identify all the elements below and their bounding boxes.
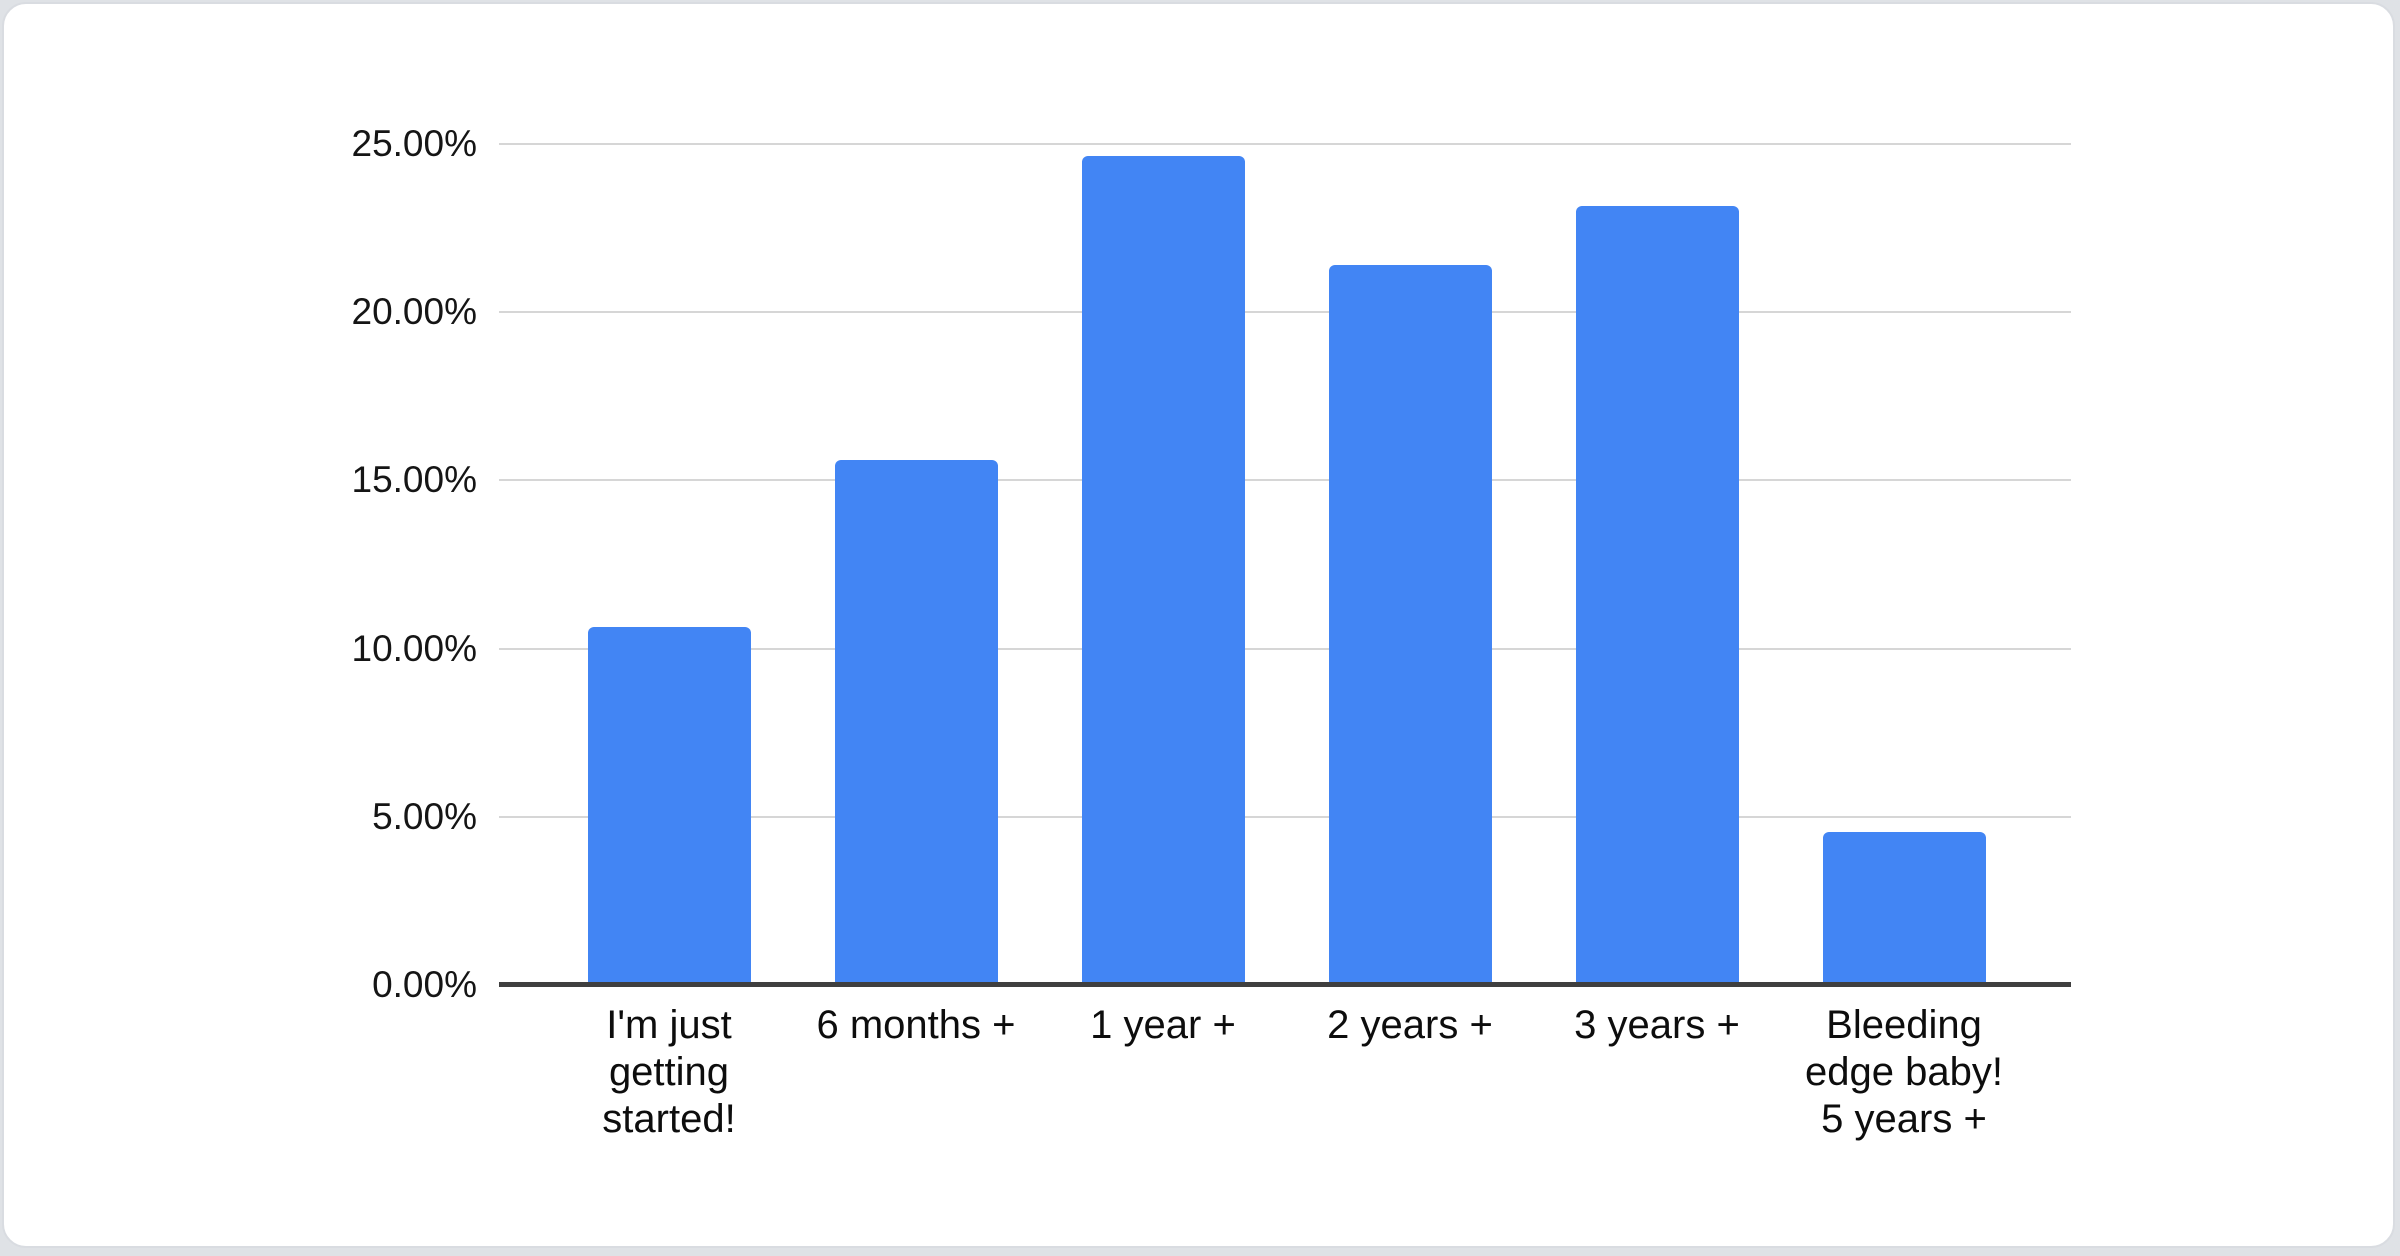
x-axis-category-label-line: 2 years +: [1327, 1003, 1493, 1047]
chart-plot-area: 25.00% 20.00% 15.00% 10.00% 5.00% 0.00% I'm j…: [352, 124, 2071, 1141]
y-axis-tick-label: 20.00%: [351, 291, 478, 332]
gridline: [499, 648, 2071, 650]
x-axis-category-label-line: edge baby!: [1805, 1050, 2003, 1094]
y-axis-tick-label: 10.00%: [351, 628, 478, 669]
x-axis-category-label-line: 6 months +: [816, 1003, 1016, 1047]
x-axis-category-label: 6 months +: [756, 1002, 1076, 1049]
y-axis-tick-label: 15.00%: [351, 459, 478, 500]
x-axis-category-label-line: 3 years +: [1574, 1003, 1740, 1047]
gridline: [499, 816, 2071, 818]
y-axis-tick-label: 5.00%: [372, 796, 477, 837]
x-axis-category-label-line: Bleeding: [1826, 1003, 1982, 1047]
y-axis-tick-label: 0.00%: [372, 964, 477, 1005]
x-axis-category-label-line: getting: [608, 1050, 730, 1094]
gridline: [499, 143, 2071, 145]
bar-6: [1823, 832, 1986, 985]
gridline: [499, 311, 2071, 313]
x-axis-category-label-line: I'm just: [606, 1003, 732, 1047]
x-axis-category-label-line: 5 years +: [1821, 1097, 1987, 1141]
bar-1: [588, 627, 751, 985]
x-axis-category-label-line: 1 year +: [1090, 1003, 1236, 1047]
x-axis-category-label: Bleeding edge baby! 5 years +: [1744, 1002, 2064, 1143]
bar-5: [1576, 206, 1739, 985]
bar-3: [1082, 156, 1245, 985]
gridline: [499, 479, 2071, 481]
x-axis-category-label: 3 years +: [1497, 1002, 1817, 1049]
x-axis-category-label: I'm just getting started!: [509, 1002, 829, 1143]
x-axis-line: [499, 982, 2071, 987]
y-axis-tick-label: 25.00%: [351, 123, 478, 164]
bar-4: [1329, 265, 1492, 985]
x-axis-category-label: 1 year +: [1003, 1002, 1323, 1049]
x-axis-category-label-line: started!: [602, 1097, 736, 1141]
x-axis-category-label: 2 years +: [1250, 1002, 1570, 1049]
bar-2: [835, 460, 998, 985]
